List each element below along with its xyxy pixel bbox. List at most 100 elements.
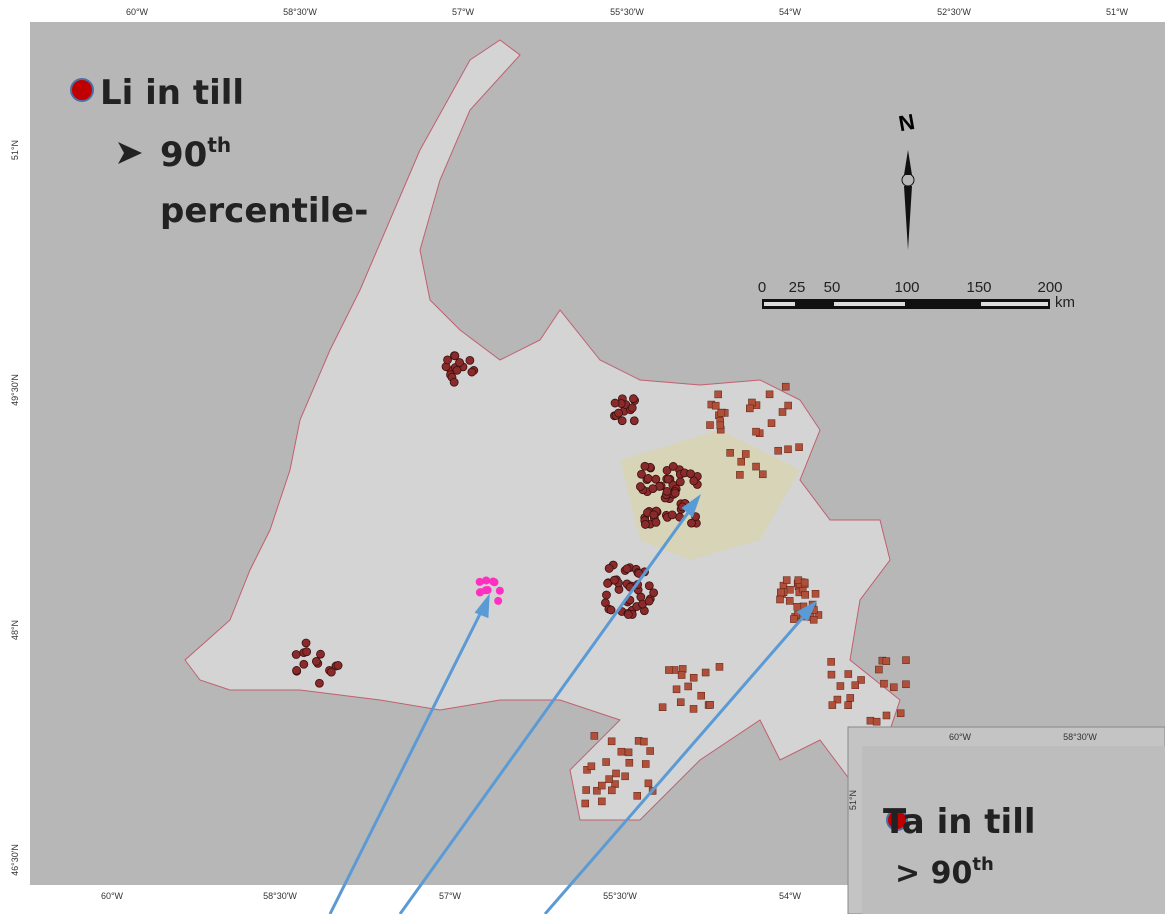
rock-sample — [582, 800, 589, 807]
rock-sample — [801, 579, 808, 586]
rock-sample — [790, 616, 797, 623]
rock-sample — [775, 447, 782, 454]
till-sample — [652, 518, 660, 526]
till-sample — [300, 660, 308, 668]
legend-title: Li in till — [100, 73, 244, 113]
bottom-label: 58°30'W — [263, 891, 297, 901]
rock-sample — [690, 674, 697, 681]
till-sample — [645, 597, 653, 605]
till-sample — [602, 591, 610, 599]
inset-left-label: 51°N — [848, 790, 858, 810]
pegmatite — [476, 578, 484, 586]
till-sample — [312, 657, 320, 665]
rock-sample — [642, 760, 649, 767]
till-sample — [623, 565, 631, 573]
rock-sample — [847, 694, 854, 701]
rock-sample — [583, 787, 590, 794]
rock-sample — [677, 699, 684, 706]
till-sample — [630, 417, 638, 425]
till-sample — [649, 485, 657, 493]
rock-sample — [883, 712, 890, 719]
rock-sample — [875, 666, 882, 673]
rock-sample — [785, 402, 792, 409]
threshold-suffix: th — [207, 133, 231, 157]
rock-sample — [782, 383, 789, 390]
legend-dot — [71, 79, 93, 101]
threshold: > 90 — [895, 856, 972, 891]
till-sample — [671, 489, 679, 497]
pegmatite — [484, 586, 492, 594]
top-label: 58°30'W — [283, 7, 317, 17]
till-sample — [615, 409, 623, 417]
rock-sample — [727, 449, 734, 456]
rock-sample — [802, 591, 809, 598]
rock-sample — [810, 616, 817, 623]
threshold-suffix: th — [972, 854, 993, 875]
rock-sample — [588, 763, 595, 770]
till-sample — [618, 417, 626, 425]
pegmatite — [496, 587, 504, 595]
rock-sample — [779, 408, 786, 415]
rock-sample — [902, 681, 909, 688]
till-sample — [468, 368, 476, 376]
scale-label: 0 — [758, 279, 766, 296]
top-label: 55°30'W — [610, 7, 644, 17]
till-sample — [628, 404, 636, 412]
scale-segment-inner — [981, 302, 1048, 306]
rock-sample — [685, 683, 692, 690]
rock-sample — [625, 749, 632, 756]
rock-sample — [622, 773, 629, 780]
rock-sample — [645, 780, 652, 787]
rock-sample — [852, 682, 859, 689]
till-sample — [302, 639, 310, 647]
till-sample — [317, 650, 325, 658]
till-sample — [687, 470, 695, 478]
rock-sample — [794, 603, 801, 610]
till-sample — [451, 352, 459, 360]
rock-sample — [777, 596, 784, 603]
rock-sample — [828, 658, 835, 665]
bottom-label: 54°W — [779, 891, 802, 901]
rock-sample — [647, 748, 654, 755]
pegmatite — [476, 588, 484, 596]
till-sample — [664, 475, 672, 483]
till-sample — [641, 462, 649, 470]
till-sample — [292, 651, 300, 659]
rock-sample — [608, 787, 615, 794]
till-sample — [629, 395, 637, 403]
till-sample — [327, 668, 335, 676]
inset-top-label: 58°30'W — [1063, 732, 1097, 742]
scale-unit: km — [1055, 294, 1075, 311]
scale-segment-inner — [799, 302, 830, 306]
rock-sample — [717, 422, 724, 429]
rock-sample — [707, 422, 714, 429]
rock-sample — [777, 589, 784, 596]
rock-sample — [603, 759, 610, 766]
rock-sample — [785, 446, 792, 453]
till-sample — [293, 666, 301, 674]
rock-sample — [673, 686, 680, 693]
till-sample — [607, 606, 615, 614]
legend-word: percentile- — [160, 191, 368, 231]
pegmatite — [494, 597, 502, 605]
threshold: 90 — [160, 135, 207, 175]
till-sample — [303, 648, 311, 656]
rock-sample — [718, 409, 725, 416]
scale-segment-inner — [834, 302, 905, 306]
rock-sample — [608, 738, 615, 745]
rock-sample — [702, 669, 709, 676]
rock-sample — [768, 420, 775, 427]
till-sample — [641, 520, 649, 528]
rock-sample — [626, 759, 633, 766]
rock-sample — [698, 692, 705, 699]
till-sample — [669, 462, 677, 470]
rock-sample — [759, 471, 766, 478]
rock-sample — [736, 471, 743, 478]
rock-sample — [640, 738, 647, 745]
top-label: 54°W — [779, 7, 802, 17]
rock-sample — [690, 705, 697, 712]
rock-sample — [716, 663, 723, 670]
rock-sample — [598, 798, 605, 805]
rock-sample — [712, 402, 719, 409]
top-label: 57°W — [452, 7, 475, 17]
